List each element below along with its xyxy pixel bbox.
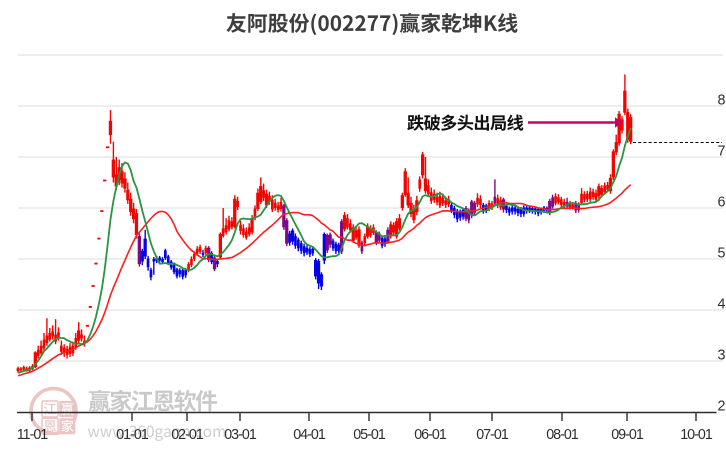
svg-text:4: 4 — [718, 297, 726, 313]
svg-text:05-01: 05-01 — [353, 427, 386, 443]
svg-text:11-01: 11-01 — [17, 427, 49, 443]
svg-text:03-01: 03-01 — [224, 427, 257, 443]
svg-text:2: 2 — [718, 399, 726, 415]
svg-text:6: 6 — [718, 195, 726, 211]
svg-text:04-01: 04-01 — [293, 427, 326, 443]
svg-text:5: 5 — [718, 246, 726, 262]
svg-text:09-01: 09-01 — [611, 427, 644, 443]
svg-text:8: 8 — [718, 93, 726, 109]
svg-text:02-01: 02-01 — [171, 427, 204, 443]
svg-text:3: 3 — [718, 348, 726, 364]
svg-text:08-01: 08-01 — [546, 427, 579, 443]
svg-text:07-01: 07-01 — [476, 427, 509, 443]
svg-text:01-01: 01-01 — [116, 427, 149, 443]
svg-text:7: 7 — [718, 144, 726, 160]
svg-text:10-01: 10-01 — [680, 427, 713, 443]
svg-text:06-01: 06-01 — [414, 427, 447, 443]
